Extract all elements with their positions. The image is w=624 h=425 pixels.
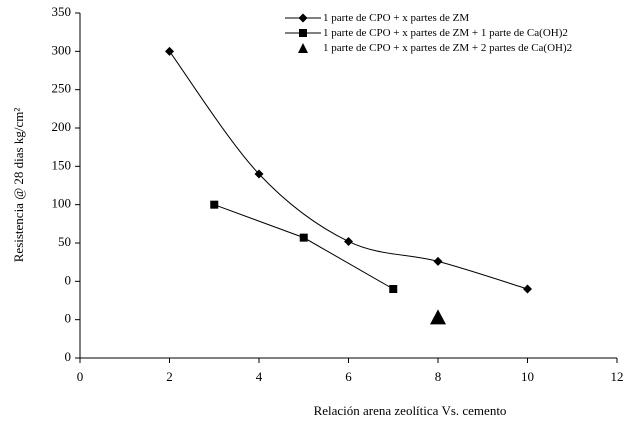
x-tick-label: 12 xyxy=(611,369,624,384)
x-tick-label: 4 xyxy=(256,369,263,384)
diamond-marker xyxy=(254,169,264,179)
y-tick-label: 100 xyxy=(52,196,72,211)
legend: 1 parte de CPO + x partes de ZM 1 parte d… xyxy=(283,12,583,57)
y-tick-label: 350 xyxy=(52,4,72,19)
legend-label: 1 parte de CPO + x partes de ZM + 1 part… xyxy=(323,27,568,39)
legend-label: 1 parte de CPO + x partes de ZM + 2 part… xyxy=(323,42,573,54)
y-tick-label: 300 xyxy=(52,42,72,57)
y-tick-label: 0 xyxy=(65,311,72,326)
x-tick-label: 6 xyxy=(345,369,352,384)
square-marker xyxy=(299,233,308,242)
square-marker xyxy=(210,200,219,209)
diamond-marker xyxy=(523,284,532,294)
series-line xyxy=(169,51,528,290)
legend-label: 1 parte de CPO + x partes de ZM xyxy=(323,12,470,24)
square-marker xyxy=(299,29,307,37)
legend-swatch xyxy=(298,43,308,53)
y-tick-label: 250 xyxy=(52,81,72,96)
legend-item: 1 parte de CPO + x partes de ZM + 2 part… xyxy=(283,42,583,54)
square-marker xyxy=(389,285,398,293)
legend-swatch xyxy=(285,13,321,23)
y-axis-label: Resistencia @ 28 dias kg/cm² xyxy=(11,108,26,263)
triangle-marker xyxy=(430,309,446,325)
plot-area xyxy=(80,13,617,358)
diamond-marker xyxy=(298,13,308,23)
legend-marker xyxy=(298,43,308,53)
legend-item: 1 parte de CPO + x partes de ZM + 1 part… xyxy=(283,27,583,39)
x-tick-label: 10 xyxy=(521,369,534,384)
legend-item: 1 parte de CPO + x partes de ZM xyxy=(283,12,583,24)
diamond-marker xyxy=(344,236,353,246)
x-tick-label: 2 xyxy=(166,369,173,384)
y-tick-label: 0 xyxy=(65,272,72,287)
y-tick-label: 0 xyxy=(65,349,72,364)
y-tick-label: 50 xyxy=(58,234,71,249)
y-tick-label: 200 xyxy=(52,119,72,134)
x-axis-label: Relación arena zeolítica Vs. cemento xyxy=(314,403,507,418)
y-tick-label: 150 xyxy=(52,157,72,172)
x-tick-label: 0 xyxy=(77,369,84,384)
x-tick-label: 8 xyxy=(435,369,442,384)
diamond-marker xyxy=(433,256,443,266)
legend-swatch xyxy=(285,29,321,37)
diamond-marker xyxy=(165,46,174,56)
